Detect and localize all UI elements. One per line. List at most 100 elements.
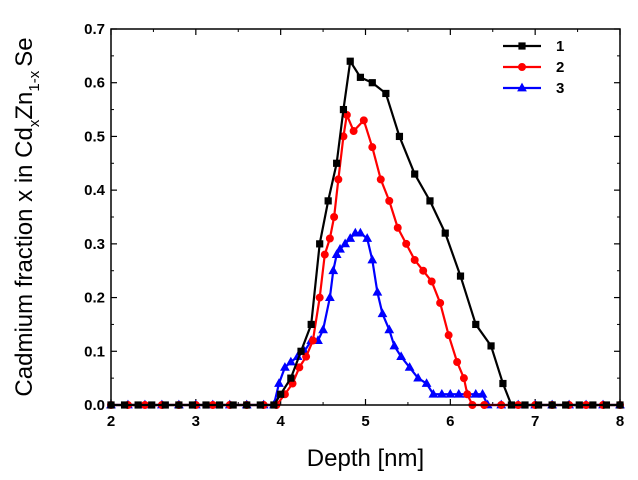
legend: 1 2 3 (503, 38, 564, 97)
series-1-point (487, 342, 495, 350)
series-2-point (385, 196, 394, 205)
y-axis-title: Cadmium fraction x in CdxZn1-x Se (11, 37, 43, 396)
series-2-point (349, 127, 358, 136)
series-1-point (297, 347, 305, 355)
legend-entry-2: 2 (503, 59, 564, 76)
series-2-point (453, 358, 462, 367)
series-1-point (456, 272, 465, 280)
series-3 (106, 227, 625, 409)
series-3-point (384, 324, 395, 334)
x-tick-labels: 2 3 4 5 6 7 8 (107, 413, 624, 430)
legend-label: 1 (556, 38, 564, 55)
series-2-point (368, 143, 377, 152)
series-3-point (445, 388, 456, 398)
legend-swatch-marker (518, 63, 527, 72)
series-1-point (316, 240, 324, 248)
y-tick-label: 0.3 (84, 236, 105, 253)
x-tick-label: 3 (192, 413, 200, 430)
y-axis-title-sub2: 1-x (26, 70, 43, 91)
y-axis-title-main: Cadmium fraction x in Cd (11, 127, 38, 396)
series-3-point (428, 388, 439, 398)
series-2-point (334, 175, 343, 184)
series-2-point (376, 175, 385, 184)
series-2-point (315, 293, 324, 302)
series-3-point (328, 265, 339, 275)
y-tick-label: 0.1 (84, 343, 105, 360)
y-tick-label: 0.7 (84, 21, 105, 38)
series-1-point (411, 170, 419, 178)
series-3-point (355, 227, 366, 237)
series-3-point (436, 388, 447, 398)
series-2-point (308, 336, 317, 345)
legend-entry-3: 3 (503, 80, 564, 97)
series-3-point (477, 388, 488, 398)
series-3-point (453, 388, 464, 398)
series-2-point (459, 374, 468, 383)
series-1-point (356, 73, 365, 81)
series-2-point (427, 277, 436, 286)
series-3-point (280, 362, 290, 371)
series-1 (107, 57, 624, 409)
legend-swatch-marker (518, 42, 526, 50)
series-3-point (396, 351, 407, 361)
series-layer (106, 57, 625, 409)
y-tick-label: 0.5 (84, 128, 105, 145)
legend-swatch-marker (517, 82, 527, 92)
series-3-point (274, 378, 284, 387)
series-2-point (359, 116, 368, 125)
series-3-point (362, 233, 373, 242)
series-2-point (463, 390, 472, 399)
series-3-point (413, 372, 423, 382)
series-1-point (499, 379, 507, 388)
series-2-point (393, 223, 402, 232)
legend-label: 2 (556, 59, 564, 76)
series-1-point (324, 197, 332, 205)
series-1-point (395, 132, 404, 141)
y-tick-labels: 0.0 0.1 0.2 0.3 0.4 0.5 0.6 0.7 (84, 21, 106, 414)
series-3-point (367, 254, 378, 264)
series-3-line (111, 232, 620, 407)
x-tick-label: 4 (276, 413, 285, 430)
y-tick-label: 0.4 (84, 182, 106, 199)
x-tick-label: 5 (361, 413, 369, 430)
series-3-point (335, 243, 345, 253)
series-3-point (377, 308, 388, 318)
series-3-point (340, 238, 351, 248)
series-2-point (325, 234, 334, 243)
y-axis-title-end: Se (11, 37, 38, 66)
series-2-point (330, 212, 339, 221)
series-1-point (441, 229, 449, 237)
series-2-point (444, 331, 453, 340)
series-3-point (470, 388, 481, 398)
series-1-point (382, 89, 390, 98)
series-3-point (331, 249, 342, 259)
series-2-line (111, 113, 620, 407)
tick-marks (110, 28, 621, 406)
series-1-point (287, 374, 295, 382)
series-3-point (324, 292, 335, 301)
legend-label: 3 (556, 80, 564, 97)
y-axis-title-mid: Zn (11, 92, 38, 120)
x-tick-label: 8 (616, 413, 624, 430)
series-3-point (285, 356, 296, 366)
series-1-point (307, 320, 315, 329)
y-tick-label: 0.2 (84, 290, 105, 307)
series-3-point (318, 324, 328, 334)
series-1-point (472, 320, 480, 329)
series-1-line (111, 60, 620, 407)
series-3-point (421, 378, 432, 387)
x-tick-label: 7 (531, 413, 539, 430)
plot-frame (110, 28, 621, 406)
series-2-point (436, 298, 445, 307)
series-2-point (320, 250, 329, 259)
series-1-point (339, 105, 348, 114)
series-1-point (368, 79, 376, 87)
series-1-point (426, 197, 434, 205)
series-3-point (404, 362, 415, 371)
series-2-point (419, 266, 428, 275)
series-3-point (389, 340, 400, 350)
x-tick-label: 2 (107, 413, 115, 430)
series-1-point (346, 57, 354, 65)
y-tick-label: 0.6 (84, 75, 105, 92)
